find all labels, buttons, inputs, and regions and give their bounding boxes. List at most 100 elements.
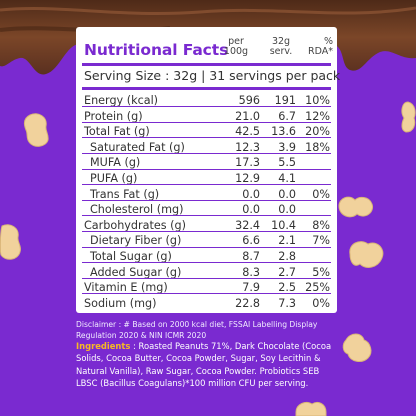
column-header-per-line2: 100g: [223, 46, 249, 57]
value-per-serving: 5.5: [278, 156, 296, 170]
table-row: Protein (g) 21.0 6.7 12%: [82, 107, 331, 126]
table-row: Total Sugar (g) 8.7 2.8: [82, 247, 331, 266]
value-per-serving: 4.1: [278, 172, 296, 185]
peanut-icon: [0, 224, 21, 260]
disclaimer: Disclaimer : # Based on 2000 kcal diet, …: [76, 320, 318, 340]
row-divider: [82, 106, 331, 108]
nutrient-label: Saturated Fat (g): [90, 140, 185, 154]
ingredients-text: : Roasted Peanuts 71%, Dark Chocolate (C…: [76, 341, 332, 389]
row-divider: [82, 277, 331, 279]
value-per-100g: 12.9: [235, 172, 260, 185]
nutrient-label: Energy (kcal): [84, 94, 159, 107]
nutrient-label: Sodium (mg): [84, 296, 157, 310]
column-header-serving-line2: serv.: [269, 46, 293, 57]
ingredients-block: Ingredients : Roasted Peanuts 71%, Dark …: [76, 340, 338, 390]
table-row: Cholesterol (mg) 0.0 0.0: [82, 200, 331, 219]
value-per-100g: 8.3: [242, 265, 260, 279]
value-per-100g: 0.0: [242, 203, 260, 217]
nutrient-label: Vitamin E (mg): [84, 281, 168, 295]
table-row: Saturated Fat (g) 12.3 3.9 18%: [82, 138, 331, 157]
value-per-100g: 12.3: [235, 140, 260, 154]
nutrient-label: Cholesterol (mg): [90, 203, 184, 217]
value-rda: 20%: [305, 125, 330, 139]
value-per-100g: 21.0: [235, 109, 260, 123]
divider: [82, 87, 331, 90]
table-row: Vitamin E (mg) 7.9 2.5 25%: [82, 278, 331, 297]
value-rda: 5%: [312, 265, 330, 279]
value-per-100g: 0.0: [242, 187, 260, 201]
nutrient-label: PUFA (g): [90, 172, 138, 185]
table-row: MUFA (g) 17.3 5.5: [82, 153, 331, 172]
row-divider: [82, 121, 331, 123]
nutrition-title: Nutritional Facts: [84, 41, 229, 59]
value-per-serving: 0.0: [278, 203, 296, 217]
value-rda: 18%: [305, 140, 330, 154]
row-divider: [82, 137, 331, 139]
value-per-100g: 17.3: [235, 156, 260, 170]
column-header-rda: % RDA*: [303, 37, 333, 57]
table-row: Carbohydrates (g) 32.4 10.4 8%: [82, 216, 331, 235]
row-divider: [82, 199, 331, 201]
value-rda: 25%: [305, 281, 330, 295]
nutrient-label: Added Sugar (g): [90, 265, 182, 279]
column-header-per-100g: per 100g: [220, 37, 252, 57]
value-rda: 7%: [312, 234, 330, 248]
peanut-icon: [23, 113, 49, 147]
value-per-100g: 7.9: [242, 281, 260, 295]
value-per-100g: 42.5: [235, 125, 260, 139]
value-per-100g: 32.4: [235, 218, 260, 232]
nutrient-label: Dietary Fiber (g): [90, 234, 182, 248]
nutrient-label: Carbohydrates (g): [84, 218, 186, 232]
peanut-icon: [349, 241, 384, 268]
value-rda: 10%: [305, 94, 330, 107]
value-per-100g: 6.6: [242, 234, 260, 248]
divider: [82, 63, 331, 66]
table-row: PUFA (g) 12.9 4.1: [82, 169, 331, 188]
row-divider: [82, 215, 331, 217]
table-row: Total Fat (g) 42.5 13.6 20%: [82, 122, 331, 141]
value-per-100g: 8.7: [242, 250, 260, 263]
value-per-serving: 6.7: [278, 109, 296, 123]
table-row: Trans Fat (g) 0.0 0.0 0%: [82, 185, 331, 204]
row-divider: [82, 246, 331, 248]
value-per-serving: 2.1: [278, 234, 296, 248]
value-rda: 0%: [312, 296, 330, 310]
value-per-serving: 7.3: [278, 296, 296, 310]
nutrition-header: Nutritional Facts per 100g 32g serv. % R…: [84, 34, 333, 62]
row-divider: [82, 293, 331, 295]
peanut-icon: [295, 401, 327, 416]
value-per-serving: 2.8: [278, 250, 296, 263]
nutrient-label: Protein (g): [84, 109, 143, 123]
table-row: Dietary Fiber (g) 6.6 2.1 7%: [82, 231, 331, 250]
nutrition-facts-card: Nutritional Facts per 100g 32g serv. % R…: [76, 27, 341, 313]
row-divider: [82, 184, 331, 186]
ingredients-label: Ingredients: [76, 341, 131, 351]
value-per-100g: 22.8: [235, 296, 260, 310]
row-divider: [82, 262, 331, 264]
value-rda: 12%: [305, 109, 330, 123]
nutrient-label: Total Fat (g): [84, 125, 150, 139]
nutrient-label: Trans Fat (g): [90, 187, 160, 201]
peanut-icon: [338, 196, 374, 218]
column-header-rda-line2: RDA*: [308, 46, 333, 57]
column-header-serving: 32g serv.: [265, 37, 297, 57]
value-per-100g: 596: [238, 94, 260, 107]
column-header-rda-line1: %: [323, 36, 333, 47]
serving-size: Serving Size : 32g | 31 servings per pac…: [84, 68, 341, 83]
value-rda: 0%: [312, 187, 330, 201]
column-header-per-line1: per: [228, 36, 244, 47]
value-per-serving: 2.5: [278, 281, 296, 295]
value-rda: 8%: [312, 218, 330, 232]
nutrient-label: MUFA (g): [90, 156, 141, 170]
column-header-serving-line1: 32g: [271, 36, 291, 47]
peanut-icon: [342, 333, 372, 362]
value-per-serving: 13.6: [271, 125, 296, 139]
table-row: Added Sugar (g) 8.3 2.7 5%: [82, 263, 331, 282]
table-row: Energy (kcal) 596 191 10%: [82, 91, 331, 110]
nutrient-label: Total Sugar (g): [90, 250, 172, 263]
value-per-serving: 191: [274, 94, 296, 107]
peanut-icon: [401, 101, 416, 133]
value-per-serving: 2.7: [278, 265, 296, 279]
row-divider: [82, 230, 331, 232]
value-per-serving: 3.9: [278, 140, 296, 154]
